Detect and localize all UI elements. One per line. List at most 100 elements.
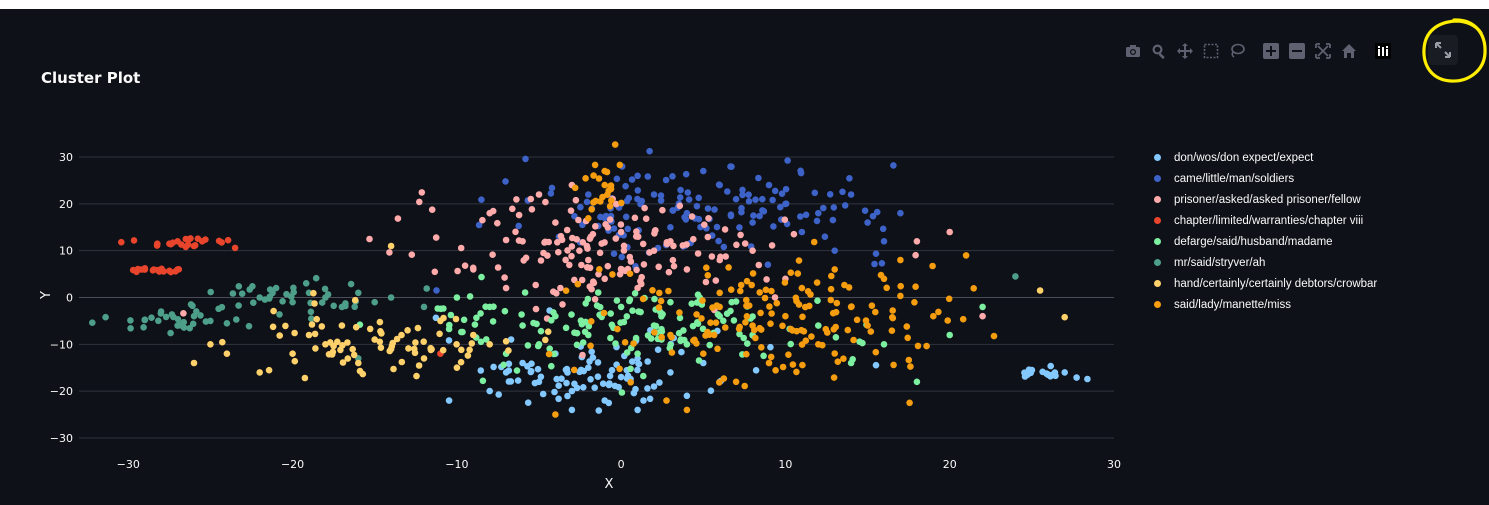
data-point[interactable] <box>790 230 798 238</box>
data-point[interactable] <box>618 199 625 207</box>
data-point[interactable] <box>553 375 560 383</box>
data-point[interactable] <box>437 305 445 313</box>
data-point[interactable] <box>457 358 465 366</box>
data-point[interactable] <box>436 330 443 338</box>
data-point[interactable] <box>862 317 870 324</box>
data-point[interactable] <box>929 262 936 270</box>
data-point[interactable] <box>716 379 723 386</box>
data-point[interactable] <box>626 253 634 261</box>
data-point[interactable] <box>454 267 461 275</box>
data-point[interactable] <box>567 207 575 214</box>
data-point[interactable] <box>832 334 840 341</box>
data-point[interactable] <box>742 319 749 326</box>
data-point[interactable] <box>371 336 379 343</box>
data-point[interactable] <box>535 378 543 386</box>
data-point[interactable] <box>580 367 587 375</box>
data-point[interactable] <box>659 206 666 214</box>
data-point[interactable] <box>387 345 395 353</box>
data-point[interactable] <box>289 350 296 358</box>
data-point[interactable] <box>627 365 634 373</box>
data-point[interactable] <box>829 309 837 317</box>
data-point[interactable] <box>667 238 674 245</box>
data-point[interactable] <box>308 315 315 323</box>
data-point[interactable] <box>634 350 641 358</box>
data-point[interactable] <box>767 353 775 361</box>
data-point[interactable] <box>658 333 665 341</box>
data-point[interactable] <box>676 194 684 201</box>
data-point[interactable] <box>813 279 821 286</box>
data-point[interactable] <box>155 317 162 325</box>
data-point[interactable] <box>415 362 423 369</box>
data-point[interactable] <box>590 172 597 179</box>
data-point[interactable] <box>466 346 473 354</box>
data-point[interactable] <box>704 233 712 241</box>
data-point[interactable] <box>810 238 818 246</box>
data-point[interactable] <box>190 242 198 250</box>
data-point[interactable] <box>578 276 586 284</box>
data-point[interactable] <box>705 215 712 222</box>
data-point[interactable] <box>669 207 677 214</box>
data-point[interactable] <box>913 378 921 386</box>
data-point[interactable] <box>712 277 720 284</box>
data-point[interactable] <box>578 320 586 328</box>
data-point[interactable] <box>844 326 852 334</box>
data-point[interactable] <box>682 170 690 178</box>
data-point[interactable] <box>505 360 513 368</box>
data-point[interactable] <box>808 333 815 340</box>
data-point[interactable] <box>827 296 835 304</box>
data-point[interactable] <box>533 320 540 328</box>
data-point[interactable] <box>626 296 634 303</box>
data-point[interactable] <box>312 345 319 352</box>
data-point[interactable] <box>350 351 358 359</box>
data-point[interactable] <box>502 284 510 292</box>
data-point[interactable] <box>693 311 700 318</box>
data-point[interactable] <box>563 365 571 373</box>
data-point[interactable] <box>828 272 835 280</box>
data-point[interactable] <box>711 206 718 213</box>
data-point[interactable] <box>829 216 837 224</box>
data-point[interactable] <box>606 203 614 210</box>
data-point[interactable] <box>815 341 822 348</box>
data-point[interactable] <box>629 307 636 315</box>
data-point[interactable] <box>102 313 109 321</box>
data-point[interactable] <box>706 331 713 339</box>
data-point[interactable] <box>864 322 871 329</box>
data-point[interactable] <box>577 203 584 211</box>
data-point[interactable] <box>404 327 411 334</box>
data-point[interactable] <box>650 191 658 198</box>
data-point[interactable] <box>634 172 641 180</box>
data-point[interactable] <box>180 318 187 326</box>
data-point[interactable] <box>611 141 619 148</box>
data-point[interactable] <box>737 231 744 239</box>
data-point[interactable] <box>265 366 273 374</box>
data-point[interactable] <box>398 358 406 366</box>
data-point[interactable] <box>550 288 557 296</box>
data-point[interactable] <box>564 247 571 254</box>
data-point[interactable] <box>749 322 756 329</box>
data-point[interactable] <box>620 242 628 250</box>
data-point[interactable] <box>592 223 599 230</box>
data-point[interactable] <box>806 302 813 310</box>
legend-item[interactable]: don/wos/don expect/expect <box>1150 147 1377 168</box>
data-point[interactable] <box>344 339 351 346</box>
zoom-out-icon[interactable] <box>1286 40 1308 62</box>
data-point[interactable] <box>714 345 721 353</box>
data-point[interactable] <box>509 205 516 213</box>
data-point[interactable] <box>445 397 453 404</box>
data-point[interactable] <box>799 313 806 321</box>
data-point[interactable] <box>688 213 696 220</box>
data-point[interactable] <box>478 273 485 281</box>
data-point[interactable] <box>610 250 618 257</box>
data-point[interactable] <box>1012 273 1019 280</box>
data-point[interactable] <box>720 375 728 382</box>
data-point[interactable] <box>582 300 589 307</box>
data-point[interactable] <box>197 312 204 319</box>
data-point[interactable] <box>691 336 698 344</box>
data-point[interactable] <box>321 285 329 293</box>
data-point[interactable] <box>486 341 494 348</box>
data-point[interactable] <box>231 244 239 252</box>
data-point[interactable] <box>644 173 652 180</box>
data-point[interactable] <box>420 338 428 346</box>
data-point[interactable] <box>555 395 562 403</box>
data-point[interactable] <box>827 285 835 293</box>
